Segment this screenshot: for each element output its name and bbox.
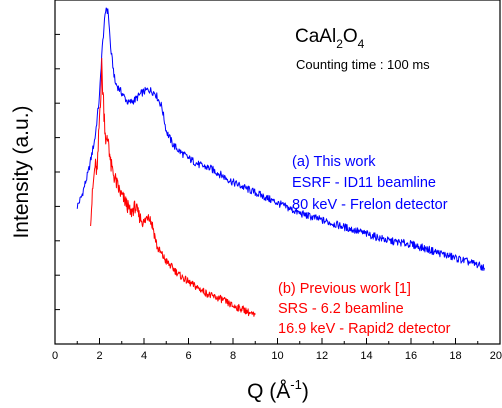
chart-subtitle: Counting time : 100 ms bbox=[296, 57, 430, 72]
y-axis-ticks bbox=[55, 0, 60, 345]
annotation-esrf: (a) This work ESRF - ID11 beamline 80 ke… bbox=[292, 154, 448, 213]
annotation-srs-line-2: SRS - 6.2 beamline bbox=[278, 301, 404, 317]
annotation-esrf-line-3: 80 keV - Frelon detector bbox=[292, 197, 448, 213]
x-tick-label: 4 bbox=[141, 350, 147, 362]
x-tick-label: 8 bbox=[230, 350, 236, 362]
x-tick-label: 2 bbox=[96, 350, 102, 362]
x-tick-label: 10 bbox=[271, 350, 283, 362]
x-tick-label: 14 bbox=[360, 350, 372, 362]
x-tick-label: 6 bbox=[185, 350, 191, 362]
annotation-srs-line-3: 16.9 keV - Rapid2 detector bbox=[278, 321, 451, 337]
x-axis-ticks: 0 2 4 6 8 10 12 14 16 18 20 bbox=[52, 338, 502, 362]
x-tick-label: 0 bbox=[52, 350, 58, 362]
series-layer bbox=[76, 7, 485, 317]
x-tick-label: 16 bbox=[405, 350, 417, 362]
x-tick-label: 20 bbox=[490, 350, 502, 362]
annotation-esrf-line-2: ESRF - ID11 beamline bbox=[292, 175, 436, 191]
annotation-srs: (b) Previous work [1] SRS - 6.2 beamline… bbox=[278, 281, 451, 337]
x-axis-label: Q (Å-1) bbox=[247, 377, 309, 403]
chart-title: CaAl2O4 bbox=[295, 26, 365, 51]
series-line-srs bbox=[90, 57, 256, 317]
annotation-esrf-line-1: (a) This work bbox=[292, 154, 376, 170]
series-line-esrf bbox=[76, 7, 485, 271]
x-tick-label: 18 bbox=[449, 350, 461, 362]
x-tick-label: 12 bbox=[316, 350, 328, 362]
annotation-srs-line-1: (b) Previous work [1] bbox=[278, 281, 411, 297]
y-axis-label: Intensity (a.u.) bbox=[10, 105, 33, 238]
